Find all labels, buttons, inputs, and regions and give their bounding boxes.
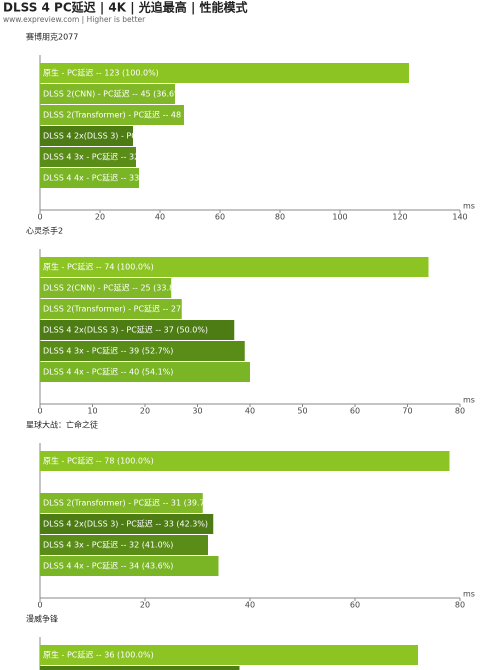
- bar: [40, 362, 250, 382]
- bar: [40, 320, 235, 340]
- page-title: DLSS 4 PC延迟 | 4K | 光追最高 | 性能模式: [3, 0, 248, 15]
- x-axis-label: ms: [463, 590, 475, 599]
- bar-label: DLSS 4 2x(DLSS 3) - PC延迟 -- 33 (42.3%): [43, 519, 208, 529]
- x-tick-label: 60: [350, 407, 360, 416]
- bar-label: DLSS 4 3x - PC延迟 -- 39 (52.7%): [43, 346, 173, 356]
- bar-label: DLSS 4 2x(DLSS 3) - PC延迟 -- 37 (50.0%): [43, 325, 208, 335]
- bar-label: DLSS 4 2x(DLSS 3) - PC延迟 -- 31 (25.2%): [43, 131, 208, 141]
- bar-label: DLSS 2(Transformer) - PC延迟 -- 31 (39.7%): [43, 498, 215, 508]
- bar: [40, 451, 450, 471]
- bar: [40, 126, 133, 146]
- bar-label: DLSS 2(CNN) - PC延迟 -- 45 (36.6%): [43, 89, 185, 99]
- x-tick-label: 140: [452, 213, 467, 222]
- bar-label: DLSS 2(Transformer) - PC延迟 -- 48 (39.0%): [43, 110, 215, 120]
- bar: [40, 493, 203, 513]
- x-axis-label: ms: [463, 396, 475, 405]
- chart-title: 心灵杀手2: [26, 226, 63, 236]
- bar: [40, 63, 409, 83]
- bar-label: 原生 - PC延迟 -- 74 (100.0%): [43, 262, 154, 272]
- page-subtitle: www.expreview.com | Higher is better: [3, 15, 146, 24]
- bar: [40, 278, 172, 298]
- bar: [40, 299, 182, 319]
- x-axis-label: ms: [463, 202, 475, 211]
- bar-label: DLSS 4 4x - PC延迟 -- 40 (54.1%): [43, 367, 173, 377]
- chart-title: 漫威争锋: [26, 614, 58, 624]
- bar-label: 原生 - PC延迟 -- 123 (100.0%): [43, 68, 159, 78]
- bar: [40, 341, 245, 361]
- x-tick-label: 0: [37, 407, 42, 416]
- x-tick-label: 20: [95, 213, 105, 222]
- x-tick-label: 50: [297, 407, 307, 416]
- x-tick-label: 40: [155, 213, 165, 222]
- bar: [40, 257, 429, 277]
- x-tick-label: 20: [140, 601, 150, 610]
- bar-label: DLSS 4 4x - PC延迟 -- 33 (26.8%): [43, 173, 173, 183]
- x-tick-label: 10: [87, 407, 97, 416]
- bar: [40, 666, 240, 670]
- x-tick-label: 70: [402, 407, 412, 416]
- bar: [40, 514, 214, 534]
- bar-label: DLSS 2(CNN) - PC延迟 -- 25 (33.8%): [43, 283, 185, 293]
- x-tick-label: 40: [245, 601, 255, 610]
- x-tick-label: 60: [215, 213, 225, 222]
- x-tick-label: 20: [140, 407, 150, 416]
- x-tick-label: 0: [37, 601, 42, 610]
- x-tick-label: 30: [192, 407, 202, 416]
- bar-label: 原生 - PC延迟 -- 78 (100.0%): [43, 456, 154, 466]
- x-tick-label: 40: [245, 407, 255, 416]
- bar: [40, 645, 418, 665]
- bar-label: 原生 - PC延迟 -- 36 (100.0%): [43, 650, 154, 660]
- bar: [40, 147, 136, 167]
- bar: [40, 105, 184, 125]
- bar: [40, 168, 139, 188]
- bar: [40, 84, 175, 104]
- bar: [40, 556, 219, 576]
- x-tick-label: 100: [332, 213, 347, 222]
- bar: [40, 535, 208, 555]
- bar-label: DLSS 2(Transformer) - PC延迟 -- 27 (36.5%): [43, 304, 215, 314]
- bar-label: DLSS 4 3x - PC延迟 -- 32 (41.0%): [43, 540, 173, 550]
- chart-title: 星球大战：亡命之徒: [26, 420, 98, 430]
- chart-title: 赛博朋克2077: [26, 32, 78, 42]
- x-tick-label: 80: [455, 407, 465, 416]
- x-tick-label: 0: [37, 213, 42, 222]
- bar-label: DLSS 4 3x - PC延迟 -- 32 (26.0%): [43, 152, 173, 162]
- x-tick-label: 80: [455, 601, 465, 610]
- x-tick-label: 60: [350, 601, 360, 610]
- bar-label: DLSS 4 4x - PC延迟 -- 34 (43.6%): [43, 561, 173, 571]
- x-tick-label: 120: [392, 213, 407, 222]
- x-tick-label: 80: [275, 213, 285, 222]
